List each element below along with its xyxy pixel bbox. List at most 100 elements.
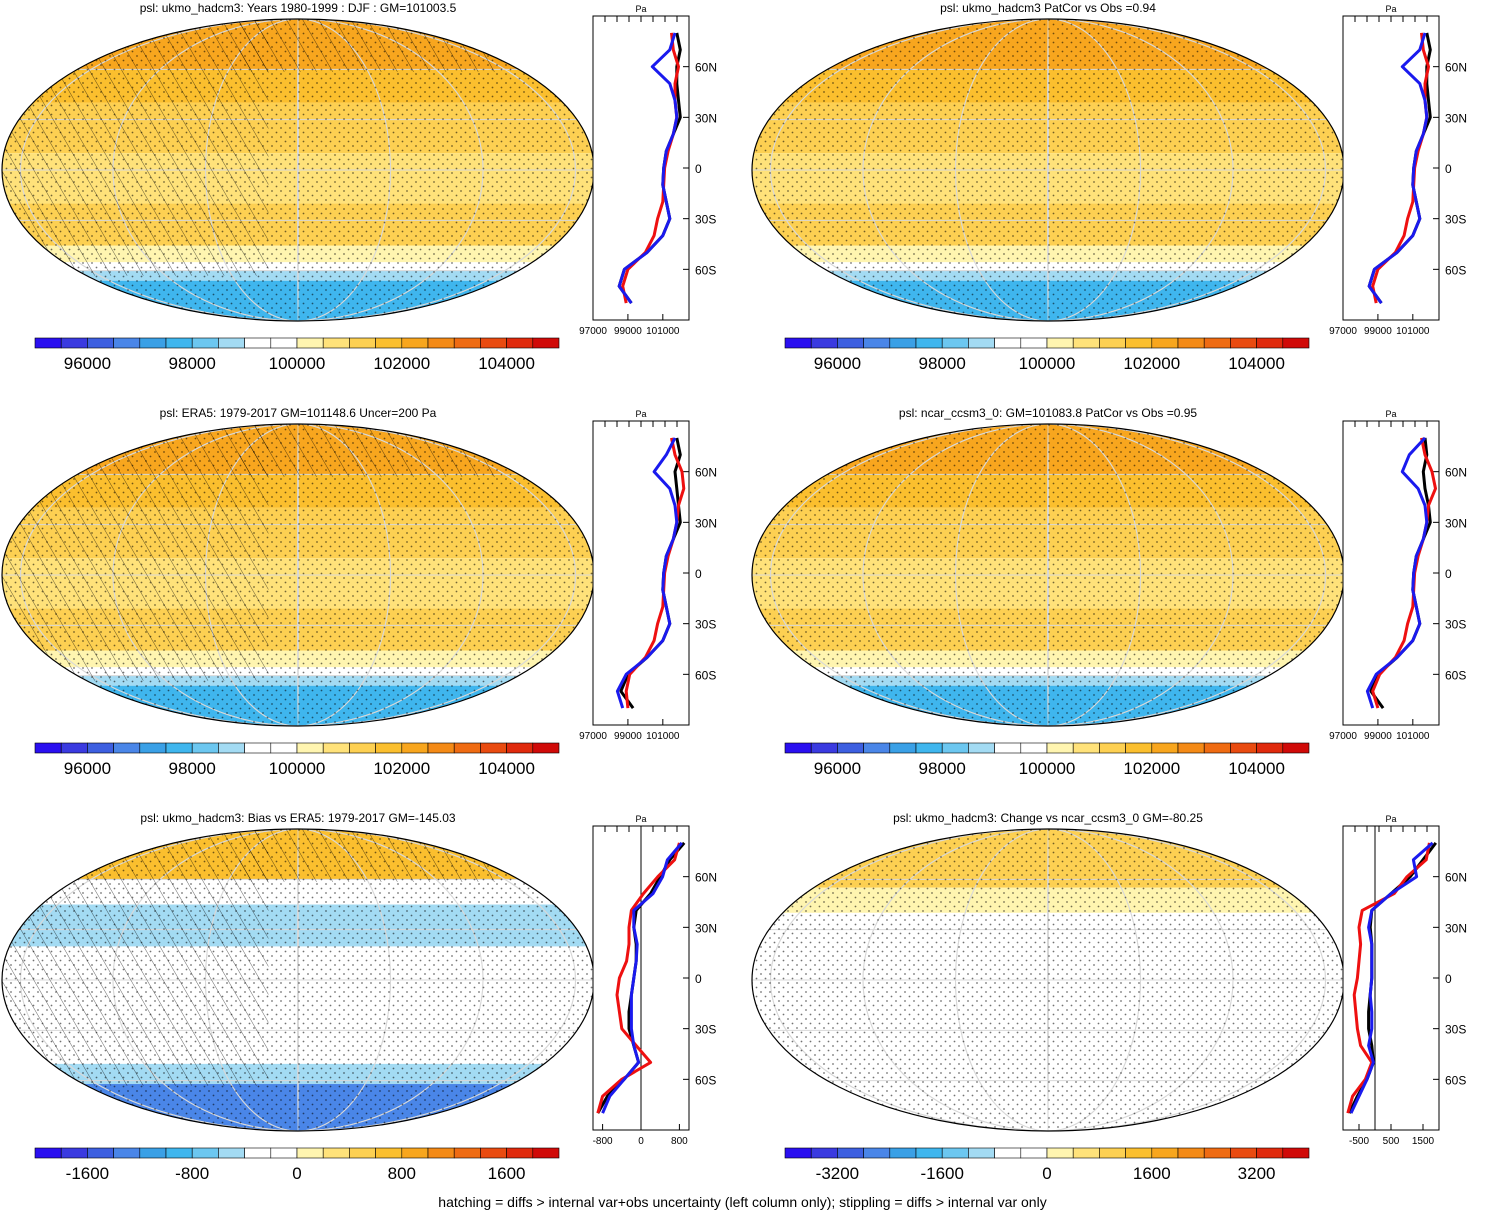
profile-y-label: 60N (695, 871, 717, 885)
colorbar-swatch (532, 337, 560, 349)
colorbar-swatch (1099, 742, 1126, 754)
colorbar-swatch (1230, 742, 1257, 754)
colorbar-swatch (244, 1147, 272, 1159)
profile-y-label: 30N (1445, 516, 1467, 530)
colorbar-label: 102000 (1123, 759, 1180, 778)
profile-y-label: 0 (1445, 972, 1452, 986)
panel-title: psl: ncar_ccsm3_0: GM=101083.8 PatCor vs… (899, 406, 1197, 420)
colorbar-swatch (941, 742, 969, 754)
colorbar-swatch (1072, 337, 1100, 349)
profile-x-label: 97000 (1329, 326, 1357, 337)
colorbar-swatch (994, 337, 1022, 349)
colorbar-swatch (1046, 1147, 1074, 1159)
colorbar-swatch (863, 742, 891, 754)
profile-y-label: 30N (695, 516, 717, 530)
profile-x-label: 97000 (579, 326, 607, 337)
zonal-profile: Pa 60N 30N 0 30S 60S 97000 99000 101000 (1329, 409, 1467, 742)
colorbar-swatch (60, 742, 88, 754)
colorbar-swatch (139, 742, 167, 754)
profile-x-label: 99000 (1364, 326, 1392, 337)
colorbar-label: 96000 (814, 759, 861, 778)
colorbar-swatch (296, 337, 324, 349)
colorbar-swatch (1256, 337, 1284, 349)
colorbar-label: 96000 (814, 354, 861, 373)
profile-frame (1342, 15, 1440, 321)
colorbar-swatch (1177, 1147, 1205, 1159)
colorbar-label: 104000 (1228, 354, 1285, 373)
colorbar-swatch (837, 742, 864, 754)
colorbar-swatch (34, 742, 62, 754)
colorbar-swatch (453, 337, 481, 349)
colorbar-swatch (889, 337, 917, 349)
colorbar: 96000 98000 100000 102000 104000 (34, 742, 560, 778)
colorbar-swatch (1282, 337, 1310, 349)
colorbar-swatch (60, 337, 88, 349)
colorbar-swatch (1072, 1147, 1100, 1159)
colorbar: -3200 -1600 0 1600 3200 (784, 1147, 1310, 1183)
profile-frame (592, 420, 690, 726)
profile-y-label: 60N (695, 466, 717, 480)
panel-3: psl: ERA5: 1979-2017 GM=101148.6 Uncer=2… (1, 406, 717, 778)
colorbar-swatch (1046, 337, 1074, 349)
profile-line-blue (1349, 841, 1434, 1114)
colorbar-swatch (87, 742, 114, 754)
colorbar-swatch (1151, 337, 1179, 349)
colorbar-swatch (113, 742, 141, 754)
colorbar-label: 96000 (64, 354, 111, 373)
stippling-overlay (752, 19, 1344, 321)
colorbar-swatch (941, 337, 969, 349)
colorbar-swatch (915, 337, 943, 349)
panel-4: psl: ncar_ccsm3_0: GM=101083.8 PatCor vs… (751, 406, 1467, 778)
profile-x-label: -800 (593, 1136, 613, 1147)
colorbar-swatch (968, 1147, 995, 1159)
colorbar: 96000 98000 100000 102000 104000 (784, 742, 1310, 778)
colorbar-label: 98000 (169, 354, 216, 373)
colorbar-label: 104000 (478, 759, 535, 778)
colorbar-swatch (1203, 337, 1231, 349)
colorbar-label: -1600 (920, 1164, 963, 1183)
profile-x-label: 800 (671, 1136, 688, 1147)
panel-title: psl: ukmo_hadcm3: Bias vs ERA5: 1979-201… (140, 811, 455, 825)
profile-x-label: 101000 (646, 326, 680, 337)
colorbar-swatch (1020, 337, 1048, 349)
profile-y-label: 60S (1445, 1073, 1466, 1087)
colorbar-swatch (1099, 1147, 1126, 1159)
colorbar-label: 0 (292, 1164, 301, 1183)
colorbar-swatch (1177, 337, 1205, 349)
profile-x-label: -500 (1349, 1136, 1369, 1147)
colorbar-swatch (349, 1147, 376, 1159)
colorbar-swatch (810, 1147, 838, 1159)
profile-unit-label: Pa (635, 4, 646, 14)
colorbar-label: 3200 (1238, 1164, 1276, 1183)
panel-title: psl: ukmo_hadcm3 PatCor vs Obs =0.94 (940, 1, 1156, 15)
colorbar: 96000 98000 100000 102000 104000 (784, 337, 1310, 373)
colorbar-swatch (244, 337, 272, 349)
profile-y-label: 0 (695, 972, 702, 986)
hatching-overlay (2, 829, 269, 1086)
profile-unit-label: Pa (1385, 814, 1396, 824)
profile-y-label: 30S (695, 1023, 716, 1037)
colorbar-swatch (296, 742, 324, 754)
profile-y-label: 0 (1445, 567, 1452, 581)
figure-footnote: hatching = diffs > internal var+obs unce… (438, 1194, 1047, 1210)
profile-y-label: 30S (1445, 618, 1466, 632)
profile-y-label: 30S (1445, 1023, 1466, 1037)
stippling-overlay (752, 829, 1344, 1131)
profile-x-label: 1500 (1412, 1136, 1435, 1147)
colorbar-swatch (480, 1147, 507, 1159)
colorbar-swatch (1203, 1147, 1231, 1159)
colorbar-swatch (113, 337, 141, 349)
panel-2: psl: ukmo_hadcm3 PatCor vs Obs =0.94 9600… (751, 1, 1467, 373)
colorbar-swatch (375, 337, 403, 349)
profile-x-label: 97000 (579, 731, 607, 742)
colorbar-label: -800 (175, 1164, 209, 1183)
profile-y-label: 60N (1445, 871, 1467, 885)
profile-x-label: 99000 (1364, 731, 1392, 742)
colorbar-swatch (863, 337, 891, 349)
colorbar-swatch (165, 742, 193, 754)
colorbar-swatch (401, 337, 429, 349)
colorbar-swatch (139, 1147, 167, 1159)
panel-5: psl: ukmo_hadcm3: Bias vs ERA5: 1979-201… (1, 811, 717, 1183)
colorbar-label: 102000 (373, 759, 430, 778)
colorbar-swatch (427, 337, 455, 349)
